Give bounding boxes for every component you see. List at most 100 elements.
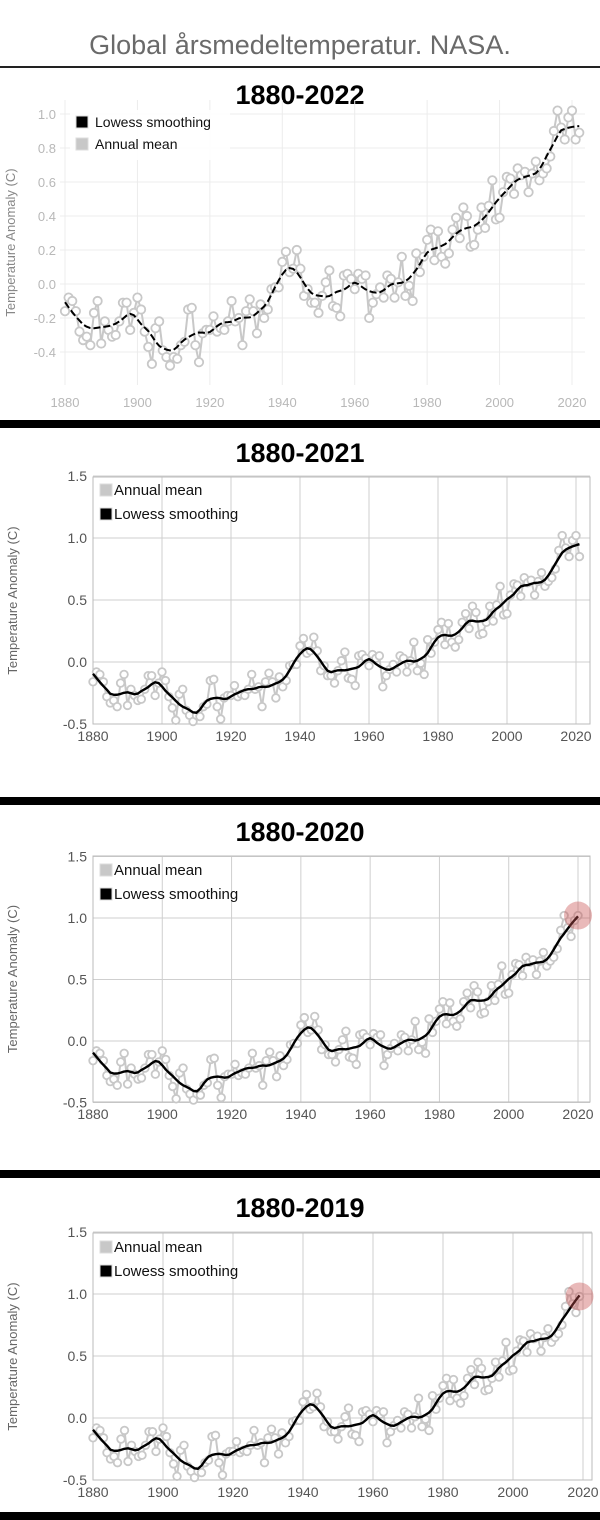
- annual-mean-point: [455, 1014, 465, 1024]
- annual-mean-point: [95, 1048, 105, 1058]
- annual-mean-point: [487, 175, 498, 186]
- annual-mean-point: [424, 1425, 434, 1436]
- legend-label: Lowess smoothing: [114, 506, 238, 523]
- chart-title-2022: 1880-2022: [235, 80, 365, 110]
- annual-mean-point: [531, 969, 542, 980]
- lowess-line: [92, 1294, 581, 1470]
- annual-mean-point: [291, 244, 302, 256]
- x-tick-label: 1980: [427, 1484, 458, 1500]
- y-tick-label: -0.2: [34, 311, 56, 326]
- annual-mean-point: [541, 163, 552, 174]
- annual-mean-point: [177, 684, 188, 694]
- annual-mean-point: [123, 1456, 133, 1467]
- annual-mean-point: [190, 340, 201, 351]
- annual-mean-point: [81, 331, 92, 342]
- annual-mean-point: [237, 340, 248, 351]
- annual-mean-point: [447, 224, 458, 235]
- annual-mean-point: [214, 1457, 224, 1468]
- y-axis-label: Temperature Anomaly (C): [5, 526, 20, 674]
- annual-mean-point: [564, 1286, 574, 1297]
- annual-mean-point: [167, 1081, 178, 1092]
- legend-label: Annual mean: [95, 136, 178, 152]
- x-tick-label: 1960: [353, 728, 384, 744]
- annual-mean-point: [264, 668, 274, 678]
- page-title: Global årsmedeltemperatur. NASA.: [89, 30, 511, 60]
- annual-mean-point: [116, 1434, 126, 1444]
- y-axis-label: Temperature Anomaly (C): [5, 1282, 20, 1430]
- annual-mean-point: [251, 328, 263, 339]
- annual-mean-point: [478, 628, 488, 639]
- plot-frame: [92, 855, 591, 1103]
- legend-label: Annual mean: [114, 862, 202, 879]
- x-tick-label: 1940: [287, 1484, 318, 1500]
- annual-mean-point: [195, 711, 205, 722]
- annual-mean-point: [88, 307, 100, 318]
- annual-mean-point: [231, 1436, 242, 1447]
- annual-mean-point: [298, 633, 309, 644]
- legend-box: [70, 110, 230, 160]
- y-tick-label: -0.5: [63, 716, 87, 732]
- annual-mean-point: [529, 590, 540, 600]
- annual-mean-point: [403, 280, 415, 291]
- plot-frame: [92, 476, 591, 725]
- annual-mean-point: [464, 623, 474, 634]
- annual-mean-point: [74, 326, 85, 337]
- y-tick-label: 0.6: [38, 175, 56, 190]
- annual-mean-point: [536, 568, 547, 578]
- annual-mean-point: [432, 226, 444, 237]
- legend-label: Lowess smoothing: [95, 114, 211, 130]
- annual-mean-point: [393, 1046, 403, 1056]
- legend-swatch-annual: [99, 863, 113, 877]
- annual-mean-point: [320, 277, 331, 288]
- annual-mean-point: [195, 1090, 206, 1100]
- annual-mean-point: [110, 329, 121, 341]
- annual-mean-point: [172, 1471, 182, 1481]
- annual-mean-point: [157, 667, 167, 677]
- annual-mean-point: [490, 995, 500, 1006]
- annual-mean-point: [193, 357, 205, 368]
- annual-mean-point: [559, 134, 570, 145]
- y-tick-label: 1.5: [68, 849, 88, 865]
- legend-swatch-lowess: [99, 507, 113, 521]
- y-tick-label: 0.8: [38, 141, 56, 156]
- annual-mean-point: [382, 1438, 392, 1448]
- annual-mean-point: [505, 173, 516, 184]
- y-tick-label: 0.5: [68, 592, 88, 608]
- annual-mean-point: [412, 665, 422, 676]
- legend-swatch-annual: [99, 1240, 113, 1254]
- x-tick-label: 1900: [147, 1484, 178, 1500]
- y-tick-label: 0.4: [38, 209, 56, 224]
- annual-mean-point: [400, 290, 411, 301]
- y-tick-label: 1.0: [68, 910, 88, 926]
- x-tick-label: 1920: [215, 728, 246, 744]
- annual-mean-point: [450, 642, 460, 652]
- annual-mean-point: [330, 1057, 341, 1067]
- divider: [0, 66, 600, 68]
- x-tick-label: 1940: [284, 728, 315, 744]
- annual-mean-point: [85, 340, 96, 351]
- annual-mean-point: [121, 297, 132, 308]
- annual-mean-point: [136, 1073, 147, 1083]
- x-tick-label: 1920: [217, 1484, 248, 1500]
- annual-mean-point: [273, 1449, 284, 1459]
- annual-mean-point: [92, 295, 103, 307]
- x-tick-label: 1960: [340, 395, 369, 410]
- annual-mean-point: [566, 931, 576, 942]
- annual-mean-point: [419, 669, 429, 680]
- annual-mean-point: [266, 1424, 277, 1434]
- annual-mean-point: [310, 1011, 320, 1022]
- annual-mean-point: [137, 1450, 147, 1460]
- annual-mean-point: [157, 1046, 167, 1056]
- annual-mean-point: [171, 715, 181, 725]
- annual-mean-point: [226, 295, 237, 307]
- x-tick-label: 2000: [485, 395, 514, 410]
- annual-mean-point: [522, 1347, 532, 1357]
- annual-mean-point: [543, 1324, 553, 1334]
- x-tick-label: 2000: [497, 1484, 528, 1500]
- chart-title-2019: 1880-2019: [235, 1193, 365, 1223]
- x-tick-label: 1980: [422, 728, 453, 744]
- annual-mean-point: [364, 661, 374, 671]
- legend-label: Lowess smoothing: [114, 1263, 238, 1280]
- chart-title-2020: 1880-2020: [235, 817, 365, 847]
